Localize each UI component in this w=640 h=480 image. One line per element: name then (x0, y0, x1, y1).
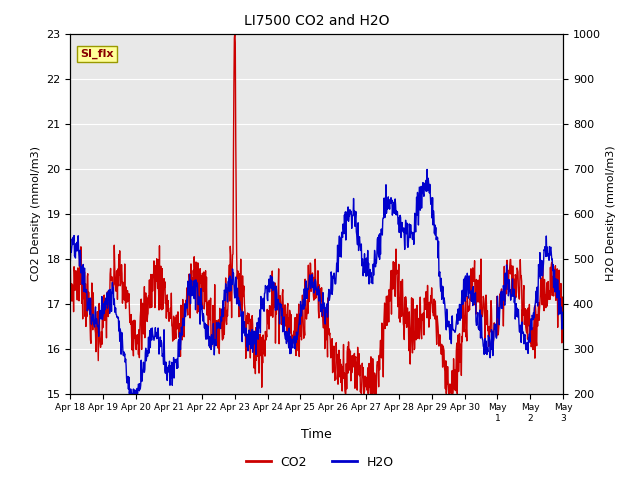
CO2 (321, 336, 329, 341)
CO2 (528, 329, 536, 335)
H2O (67, 258, 74, 264)
Title: LI7500 CO2 and H2O: LI7500 CO2 and H2O (244, 14, 390, 28)
H2O (131, 391, 139, 396)
Line: H2O: H2O (70, 169, 563, 394)
CO2 (197, 273, 205, 278)
H2O (559, 319, 567, 324)
H2O (423, 167, 431, 172)
H2O (250, 328, 258, 334)
H2O (424, 188, 431, 193)
CO2 (131, 317, 139, 323)
CO2 (559, 324, 567, 330)
CO2 (424, 283, 431, 288)
Text: SI_flx: SI_flx (80, 49, 114, 59)
CO2 (250, 365, 258, 371)
CO2 (67, 266, 74, 272)
CO2 (342, 391, 349, 396)
Legend: CO2, H2O: CO2, H2O (241, 451, 399, 474)
CO2 (231, 31, 239, 36)
Y-axis label: H2O Density (mmol/m3): H2O Density (mmol/m3) (607, 146, 616, 281)
X-axis label: Time: Time (301, 428, 332, 441)
H2O (198, 306, 205, 312)
H2O (321, 321, 329, 327)
Line: CO2: CO2 (70, 34, 563, 394)
H2O (125, 391, 133, 396)
Y-axis label: CO2 Density (mmol/m3): CO2 Density (mmol/m3) (31, 146, 41, 281)
H2O (528, 312, 536, 318)
